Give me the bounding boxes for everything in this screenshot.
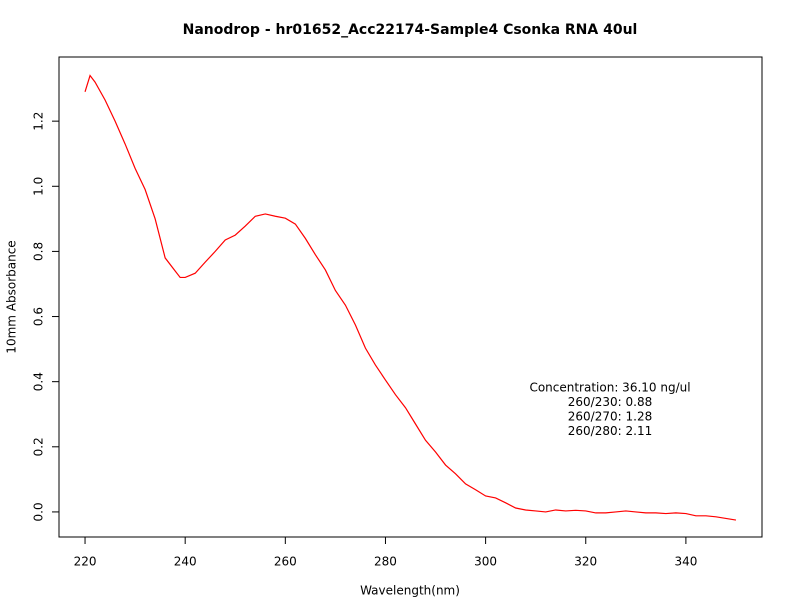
- plot-box: [58, 56, 763, 538]
- x-tick-label: 320: [574, 555, 597, 569]
- y-tick-label: 0.4: [32, 372, 46, 391]
- x-tick-label: 340: [674, 555, 697, 569]
- x-tick-label: 260: [274, 555, 297, 569]
- x-tick-label: 240: [174, 555, 197, 569]
- y-tick-label: 1.0: [32, 177, 46, 196]
- annotation: 260/280: 2.11: [568, 424, 652, 438]
- spectrum-line: [84, 74, 737, 521]
- x-tick-label: 300: [474, 555, 497, 569]
- y-axis-label: 10mm Absorbance: [5, 240, 19, 353]
- y-tick-label: 0.6: [32, 307, 46, 326]
- x-axis-label: Wavelength(nm): [360, 584, 460, 598]
- annotation: Concentration: 36.10 ng/ul: [529, 381, 690, 395]
- chart-title: Nanodrop - hr01652_Acc22174-Sample4 Cson…: [183, 22, 638, 38]
- x-tick-label: 280: [374, 555, 397, 569]
- y-tick-label: 1.2: [32, 112, 46, 131]
- y-tick-label: 0.0: [32, 502, 46, 521]
- annotation: 260/230: 0.88: [568, 395, 652, 409]
- y-tick-label: 0.2: [32, 437, 46, 456]
- annotation: 260/270: 1.28: [568, 410, 652, 424]
- y-tick-label: 0.8: [32, 242, 46, 261]
- x-tick-label: 220: [74, 555, 97, 569]
